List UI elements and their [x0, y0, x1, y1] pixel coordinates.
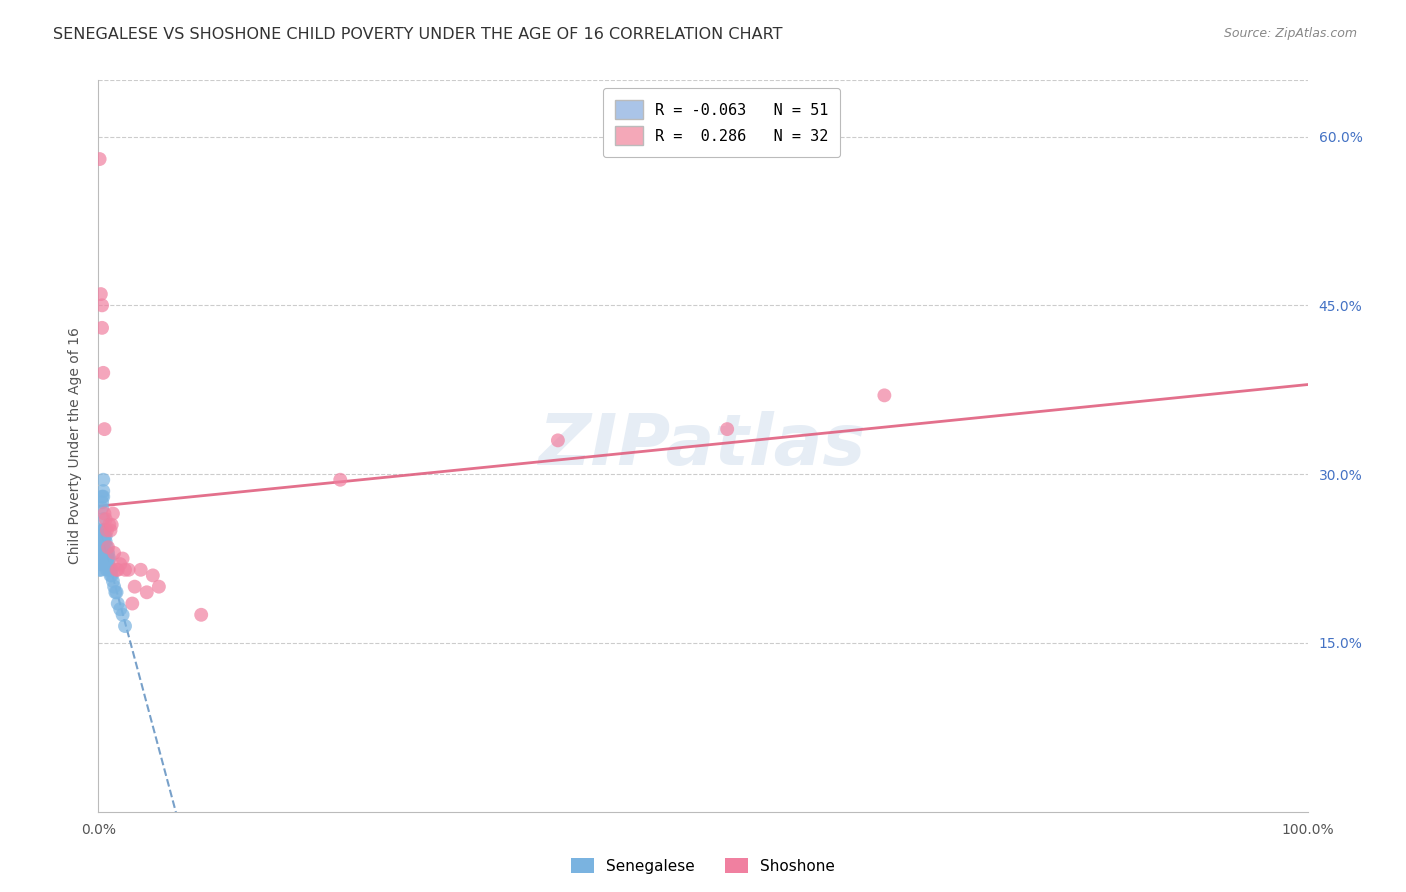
- Point: [90, 541, 112, 555]
- Point: [96, 524, 118, 538]
- Point: [90, 287, 112, 301]
- Point: [873, 388, 896, 402]
- Point: [108, 602, 131, 616]
- Point: [105, 585, 128, 599]
- Point: [111, 551, 134, 566]
- Point: [91, 473, 114, 487]
- Point: [100, 563, 122, 577]
- Y-axis label: Child Poverty Under the Age of 16: Child Poverty Under the Age of 16: [67, 327, 82, 565]
- Point: [91, 495, 114, 509]
- Point: [97, 557, 120, 571]
- Point: [96, 541, 118, 555]
- Point: [91, 534, 114, 549]
- Point: [101, 574, 124, 588]
- Point: [114, 563, 136, 577]
- Point: [142, 568, 165, 582]
- Point: [93, 507, 115, 521]
- Point: [98, 551, 121, 566]
- Point: [98, 563, 121, 577]
- Point: [89, 563, 111, 577]
- Point: [91, 490, 114, 504]
- Point: [91, 490, 114, 504]
- Point: [148, 580, 170, 594]
- Point: [90, 546, 112, 560]
- Point: [91, 524, 114, 538]
- Point: [107, 597, 129, 611]
- Point: [100, 517, 122, 532]
- Point: [91, 321, 114, 335]
- Point: [107, 563, 129, 577]
- Point: [104, 585, 127, 599]
- Point: [108, 557, 131, 571]
- Point: [101, 507, 124, 521]
- Text: SENEGALESE VS SHOSHONE CHILD POVERTY UNDER THE AGE OF 16 CORRELATION CHART: SENEGALESE VS SHOSHONE CHILD POVERTY UND…: [53, 27, 783, 42]
- Point: [90, 551, 112, 566]
- Point: [100, 568, 122, 582]
- Point: [190, 607, 212, 622]
- Point: [114, 619, 136, 633]
- Point: [97, 551, 120, 566]
- Legend: R = -0.063   N = 51, R =  0.286   N = 32: R = -0.063 N = 51, R = 0.286 N = 32: [603, 88, 841, 157]
- Point: [94, 546, 117, 560]
- Point: [111, 607, 134, 622]
- Text: Source: ZipAtlas.com: Source: ZipAtlas.com: [1223, 27, 1357, 40]
- Point: [96, 563, 118, 577]
- Point: [91, 541, 114, 555]
- Point: [97, 541, 120, 555]
- Point: [100, 524, 122, 538]
- Point: [93, 529, 115, 543]
- Point: [93, 546, 115, 560]
- Point: [716, 422, 738, 436]
- Point: [90, 557, 112, 571]
- Point: [89, 551, 111, 566]
- Point: [129, 563, 152, 577]
- Legend: Senegalese, Shoshone: Senegalese, Shoshone: [565, 852, 841, 880]
- Point: [91, 500, 114, 515]
- Point: [90, 563, 112, 577]
- Point: [93, 557, 115, 571]
- Point: [329, 473, 352, 487]
- Point: [121, 597, 143, 611]
- Point: [93, 422, 115, 436]
- Point: [91, 524, 114, 538]
- Point: [91, 298, 114, 312]
- Point: [89, 152, 111, 166]
- Point: [91, 546, 114, 560]
- Point: [91, 512, 114, 526]
- Point: [93, 534, 115, 549]
- Point: [91, 483, 114, 498]
- Text: ZIPatlas: ZIPatlas: [540, 411, 866, 481]
- Point: [94, 512, 117, 526]
- Point: [100, 563, 122, 577]
- Point: [94, 529, 117, 543]
- Point: [94, 534, 117, 549]
- Point: [91, 366, 114, 380]
- Point: [94, 557, 117, 571]
- Point: [124, 580, 146, 594]
- Point: [103, 546, 125, 560]
- Point: [118, 563, 141, 577]
- Point: [135, 585, 157, 599]
- Point: [89, 546, 111, 560]
- Point: [547, 434, 569, 448]
- Point: [96, 551, 118, 566]
- Point: [103, 580, 125, 594]
- Point: [96, 546, 118, 560]
- Point: [98, 517, 121, 532]
- Point: [97, 546, 120, 560]
- Point: [91, 529, 114, 543]
- Point: [105, 563, 128, 577]
- Point: [100, 568, 122, 582]
- Point: [93, 524, 115, 538]
